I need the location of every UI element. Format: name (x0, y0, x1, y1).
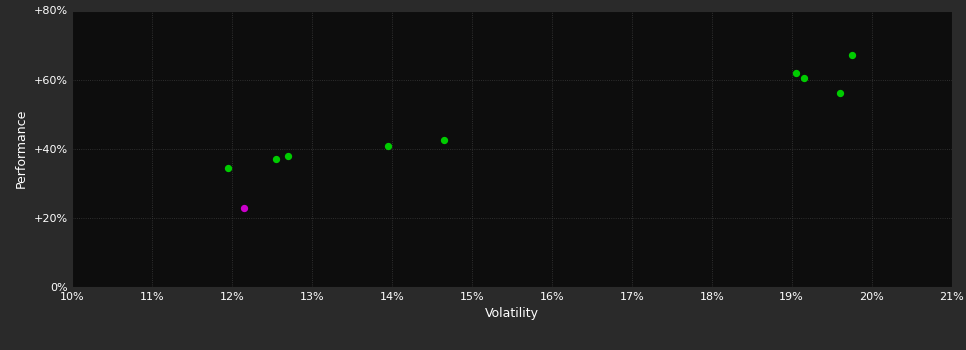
Point (381, 143, 396, 149)
Point (220, 165, 236, 170)
Point (832, 91, 847, 96)
Point (844, 52, 860, 58)
Point (437, 137, 452, 143)
Point (269, 156, 284, 162)
Point (237, 205, 252, 211)
Y-axis label: Performance: Performance (14, 109, 28, 188)
Point (796, 75, 811, 81)
Point (788, 70, 804, 76)
Point (280, 153, 296, 159)
X-axis label: Volatility: Volatility (485, 307, 539, 320)
